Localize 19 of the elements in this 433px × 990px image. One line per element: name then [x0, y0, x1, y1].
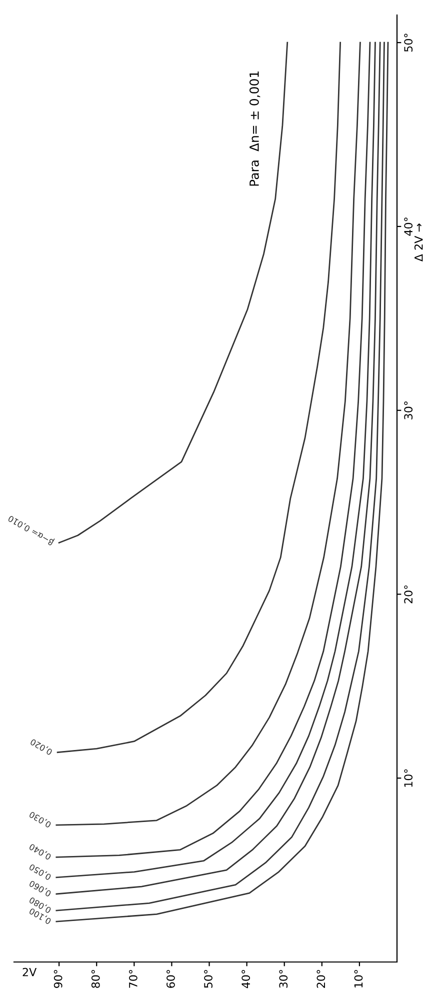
y-axis-title: Δ 2V → [414, 224, 423, 262]
x-tick-label: 50° [204, 970, 212, 988]
y-tick-label: 50° [404, 34, 413, 52]
x-tick-label: 60° [166, 970, 175, 988]
x-tick-label: 10° [354, 970, 363, 988]
y-tick-label: 30° [404, 402, 413, 420]
x-tick-label: 90° [54, 970, 62, 988]
y-tick-label: 40° [404, 218, 413, 236]
line-series [56, 42, 341, 754]
y-tick-label: 10° [404, 769, 413, 787]
x-axis-title: 2V [22, 968, 37, 976]
annotation: Para Δn= ± 0,001 [249, 72, 260, 186]
x-tick-label: 70° [128, 970, 138, 988]
line-series [58, 42, 288, 544]
y-tick-label: 20° [404, 585, 413, 604]
x-tick-label: 20° [316, 970, 326, 988]
x-tick-label: 40° [242, 970, 250, 988]
x-tick-label: 30° [279, 970, 288, 988]
x-tick-label: 80° [91, 970, 100, 988]
